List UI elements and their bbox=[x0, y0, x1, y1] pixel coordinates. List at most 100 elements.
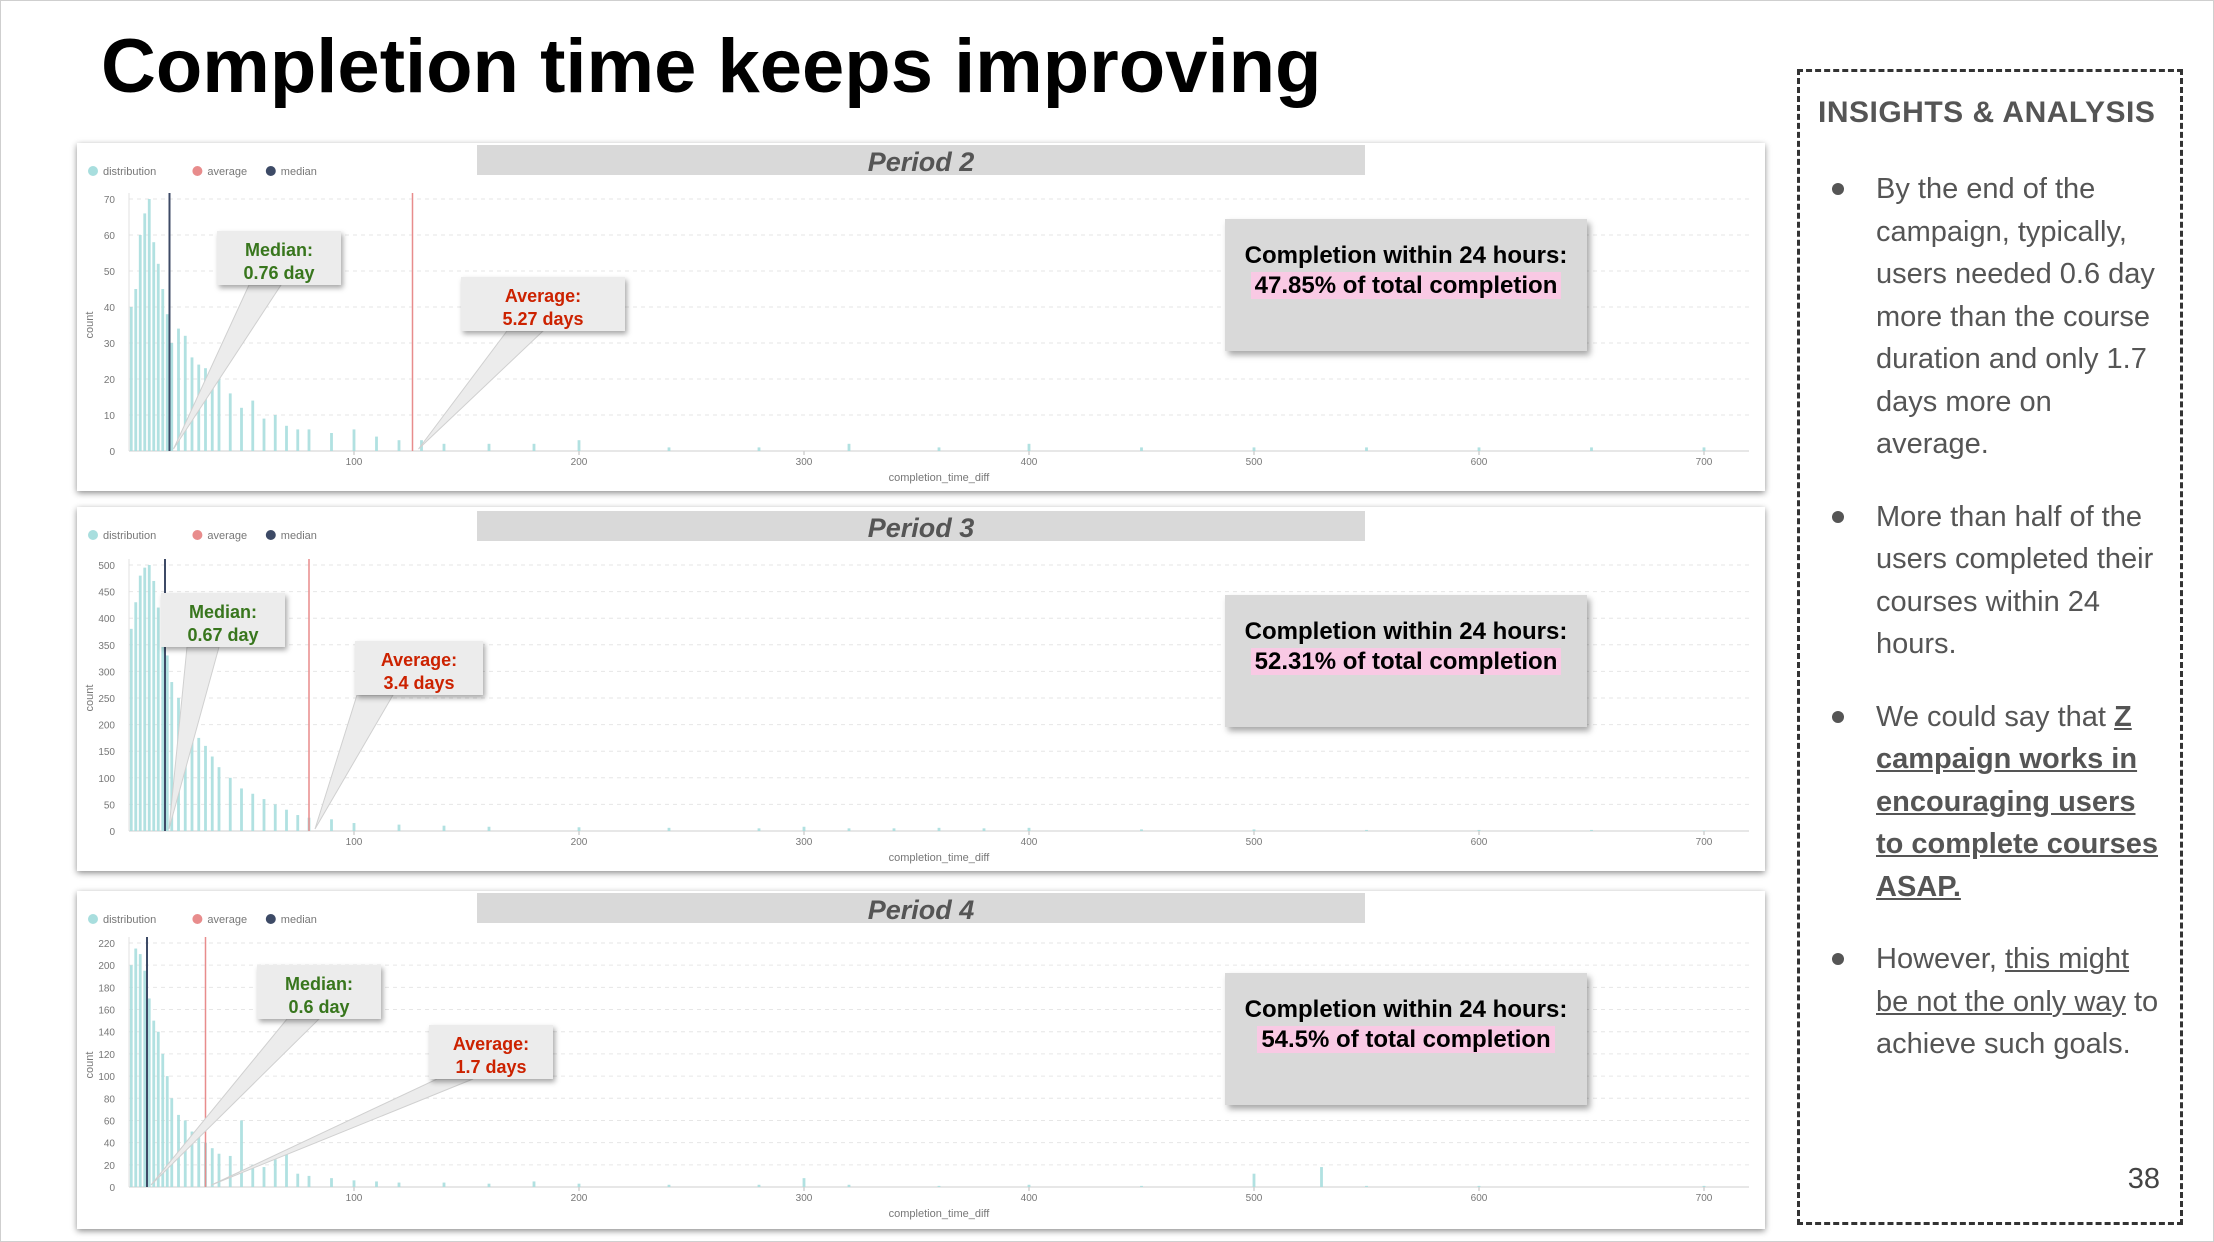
completion-percentage: 52.31% of total completion bbox=[1250, 648, 1562, 675]
distribution-bar bbox=[138, 575, 142, 831]
distribution-bar bbox=[262, 799, 266, 831]
distribution-bar bbox=[757, 1184, 761, 1187]
insight-bullet-1: By the end of the campaign, typically, u… bbox=[1832, 168, 2162, 466]
y-tick-label: 500 bbox=[98, 561, 115, 572]
distribution-bar bbox=[204, 368, 207, 451]
y-tick-label: 30 bbox=[104, 339, 116, 350]
distribution-bar bbox=[577, 827, 581, 831]
x-axis-label: completion_time_diff bbox=[889, 472, 991, 484]
legend-label-average: average bbox=[207, 166, 247, 178]
distribution-bar bbox=[847, 1184, 851, 1187]
distribution-bar bbox=[1027, 827, 1031, 831]
distribution-bar bbox=[307, 429, 311, 451]
distribution-bar bbox=[129, 628, 133, 831]
y-tick-label: 200 bbox=[98, 721, 115, 732]
average-callout: Average: 5.27 days bbox=[461, 277, 625, 331]
histogram-chart-period-2: distribution average median 0 10 20 30 40 50 60 70… bbox=[84, 166, 1749, 484]
distribution-bar bbox=[251, 400, 255, 451]
distribution-bar bbox=[161, 1053, 165, 1187]
completion-percentage: 47.85% of total completion bbox=[1250, 272, 1562, 299]
average-label: Average: bbox=[452, 1034, 530, 1054]
x-tick-label: 400 bbox=[1021, 837, 1038, 848]
distribution-bar bbox=[161, 634, 165, 831]
distribution-bar bbox=[802, 826, 806, 831]
y-tick-label: 50 bbox=[104, 800, 116, 811]
insight-text: By the end of the campaign, typically, u… bbox=[1876, 173, 2155, 460]
legend-marker-average bbox=[192, 166, 203, 176]
average-pointer bbox=[211, 1078, 474, 1186]
distribution-bar bbox=[375, 1181, 378, 1187]
distribution-bar bbox=[129, 965, 133, 1187]
distribution-bar bbox=[138, 954, 142, 1187]
distribution-bar bbox=[161, 289, 165, 451]
y-tick-label: 60 bbox=[104, 1116, 116, 1127]
distribution-bar bbox=[129, 307, 133, 451]
median-pointer bbox=[150, 1018, 321, 1186]
distribution-bar bbox=[330, 1178, 333, 1187]
y-tick-label: 300 bbox=[98, 667, 115, 678]
slide-title: Completion time keeps improving bbox=[101, 24, 1322, 109]
y-tick-label: 60 bbox=[104, 231, 116, 242]
legend-label-average: average bbox=[207, 914, 247, 926]
distribution-bar bbox=[532, 443, 536, 451]
distribution-bar bbox=[296, 429, 300, 451]
distribution-bar bbox=[147, 199, 151, 451]
x-tick-label: 300 bbox=[796, 837, 813, 848]
distribution-bar bbox=[217, 1153, 221, 1187]
y-tick-label: 40 bbox=[104, 303, 116, 314]
x-tick-label: 300 bbox=[796, 1193, 813, 1204]
distribution-bar bbox=[134, 289, 138, 451]
distribution-bar bbox=[1140, 829, 1143, 831]
distribution-bar bbox=[190, 357, 194, 451]
x-tick-label: 600 bbox=[1471, 1193, 1488, 1204]
distribution-bar bbox=[847, 828, 851, 831]
y-tick-label: 50 bbox=[104, 267, 116, 278]
distribution-bar bbox=[1702, 447, 1706, 451]
distribution-bar bbox=[143, 970, 147, 1187]
average-value: 1.7 days bbox=[455, 1057, 527, 1077]
distribution-bar bbox=[487, 1183, 491, 1187]
distribution-bar bbox=[757, 828, 761, 831]
distribution-bar bbox=[577, 440, 581, 451]
period-title: Period 2 bbox=[477, 145, 1365, 177]
y-tick-label: 140 bbox=[98, 1028, 115, 1039]
insight-text: to achieve such goals. bbox=[1876, 985, 2159, 1061]
y-tick-label: 250 bbox=[98, 694, 115, 705]
legend-label-distribution: distribution bbox=[103, 530, 156, 542]
distribution-bar bbox=[240, 1120, 243, 1187]
average-pointer bbox=[418, 330, 545, 450]
distribution-bar bbox=[217, 379, 221, 451]
chart-panel-period-4: distribution average median 0 20 40 60 80 100 120… bbox=[77, 891, 1765, 1229]
y-tick-label: 0 bbox=[109, 447, 115, 458]
distribution-bar bbox=[273, 1159, 277, 1187]
legend-label-median: median bbox=[281, 914, 317, 926]
distribution-bar bbox=[285, 425, 288, 451]
distribution-bar bbox=[190, 1131, 194, 1187]
distribution-bar bbox=[352, 823, 356, 831]
y-tick-label: 70 bbox=[104, 195, 116, 206]
median-value: 0.6 day bbox=[288, 997, 350, 1017]
distribution-bar bbox=[165, 655, 169, 831]
y-tick-label: 120 bbox=[98, 1050, 115, 1061]
x-tick-label: 200 bbox=[571, 1193, 588, 1204]
distribution-bar bbox=[217, 767, 221, 831]
insight-text: More than half of the users completed th… bbox=[1876, 500, 2154, 661]
completion-box: Completion within 24 hours: 52.31% of to… bbox=[1225, 595, 1587, 727]
distribution-bar bbox=[156, 607, 160, 831]
chart-panel-period-2: distribution average median 0 10 20 30 40 50 60 70… bbox=[77, 143, 1765, 491]
distribution-bar bbox=[147, 565, 151, 831]
distribution-bar bbox=[937, 1185, 941, 1187]
completion-text: Completion within 24 hours: bbox=[1244, 618, 1568, 645]
completion-text: Completion within 24 hours: bbox=[1244, 242, 1568, 269]
distribution-bar bbox=[240, 788, 243, 831]
x-tick-label: 500 bbox=[1246, 837, 1263, 848]
distribution-bar bbox=[285, 809, 288, 831]
median-value: 0.67 day bbox=[187, 625, 259, 645]
distribution-bar bbox=[307, 1175, 311, 1187]
distribution-bar bbox=[1365, 447, 1368, 451]
x-tick-label: 200 bbox=[571, 457, 588, 468]
distribution-bar bbox=[251, 793, 255, 831]
distribution-bar bbox=[262, 1167, 266, 1187]
period-title: Period 3 bbox=[477, 511, 1365, 543]
completion-text: Completion within 24 hours: bbox=[1244, 996, 1568, 1023]
